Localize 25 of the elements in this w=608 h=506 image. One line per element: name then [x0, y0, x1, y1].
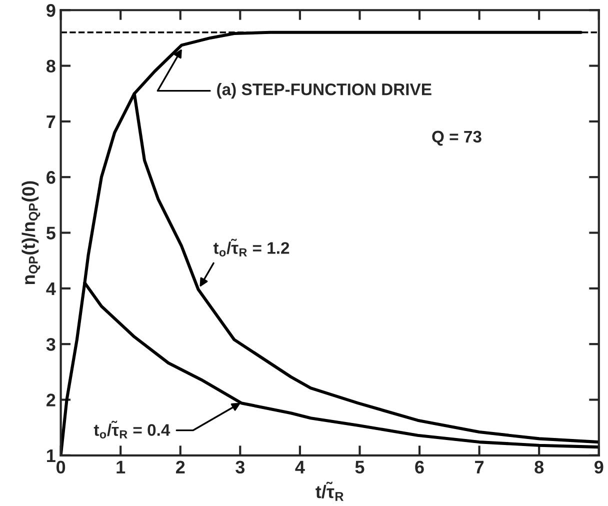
x-tick-label: 6 [415, 460, 424, 474]
y-tick-label: 7 [46, 116, 56, 128]
x-tick-label: 1 [116, 460, 126, 474]
x-tick-label: 0 [56, 460, 66, 474]
x-tick-label: 2 [176, 460, 185, 474]
y-tick-label: 5 [46, 226, 56, 240]
annotation: t$_{o}$/τ̃$_{R}$ = 0.4 [94, 420, 170, 438]
y-tick-label: 4 [46, 282, 56, 295]
annotation: (a) STEP-FUNCTION DRIVE [217, 83, 432, 99]
y-axis-title: n$_{QP}$(t)/n$_{QP}$(0) [22, 181, 40, 284]
y-tick-label: 6 [46, 171, 56, 184]
x-tick-label: 5 [355, 460, 364, 474]
y-tick-label: 3 [46, 338, 56, 351]
y-tick-label: 2 [46, 394, 56, 406]
y-tick-label: 8 [46, 60, 56, 72]
annotation: Q = 73 [432, 130, 482, 146]
y-tick-label: 1 [47, 450, 56, 462]
x-axis-title: t/τ̃$_{R}$ [316, 482, 344, 501]
y-tick-label: 9 [46, 4, 56, 17]
x-tick-label: 7 [475, 460, 484, 474]
x-tick-label: 8 [534, 460, 544, 474]
x-tick-label: 4 [295, 460, 305, 474]
x-tick-label: 3 [236, 460, 245, 474]
annotation: t$_{o}$/τ̃$_{R}$ = 1.2 [213, 238, 290, 256]
x-tick-label: 9 [594, 460, 604, 474]
